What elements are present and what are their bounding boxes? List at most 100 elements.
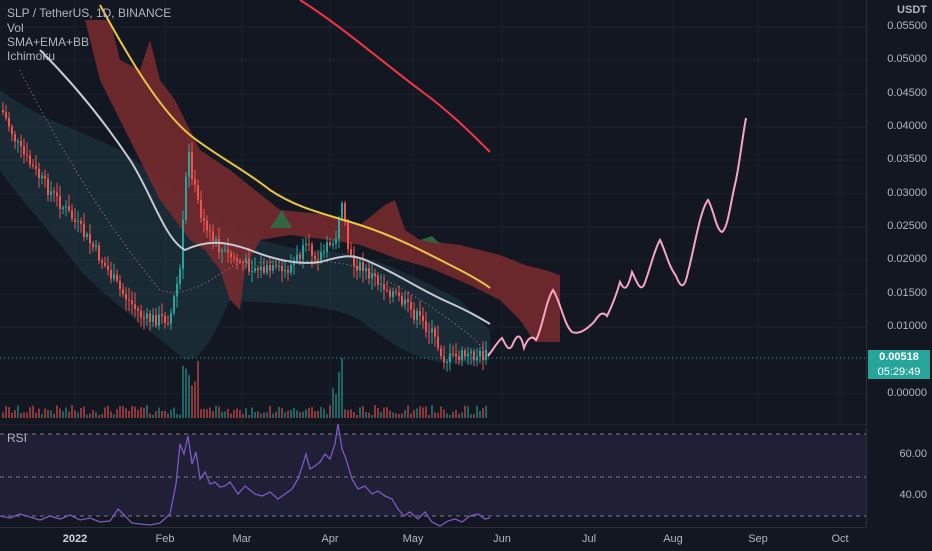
candle-body: [92, 243, 94, 248]
volume-bar: [383, 407, 385, 418]
volume-bar: [326, 414, 328, 418]
volume-bar: [380, 412, 382, 418]
candle-body: [356, 265, 358, 271]
volume-bar: [377, 407, 379, 418]
candle-body: [20, 141, 22, 147]
candle-body: [227, 249, 229, 253]
volume-bar: [191, 385, 193, 418]
volume-bar: [95, 412, 97, 418]
candle-body: [77, 220, 79, 222]
price-chart[interactable]: [0, 0, 866, 424]
rsi-pane[interactable]: [0, 424, 866, 527]
indicator-vol[interactable]: Vol: [7, 21, 24, 35]
volume-bar: [62, 411, 64, 418]
price-tick: 0.00000: [887, 387, 927, 399]
candle-body: [296, 254, 298, 261]
volume-bar: [263, 412, 265, 418]
candle-body: [380, 284, 382, 286]
candle-body: [221, 250, 223, 253]
volume-bar: [2, 412, 4, 418]
candle-body: [482, 351, 484, 361]
candle-body: [473, 351, 475, 360]
candle-body: [170, 312, 172, 324]
sma-red-line: [299, 0, 491, 153]
candle-body: [368, 268, 370, 279]
volume-bar: [83, 406, 85, 418]
candle-body: [266, 265, 268, 273]
candle-body: [95, 245, 97, 248]
candle-body: [311, 244, 313, 257]
rsi-band-fill: [0, 434, 866, 516]
volume-bar: [410, 413, 412, 418]
candle-body: [218, 238, 220, 253]
candle-body: [401, 295, 403, 305]
price-tick: 0.04000: [887, 120, 927, 132]
candle-body: [71, 210, 73, 220]
candle-body: [443, 356, 445, 363]
volume-bar: [353, 411, 355, 418]
indicator-sma-ema-bb[interactable]: SMA+EMA+BB: [7, 35, 90, 49]
volume-bar: [68, 411, 70, 418]
candle-body: [122, 289, 124, 294]
candle-body: [386, 289, 388, 291]
candle-body: [419, 310, 421, 316]
volume-bar: [266, 412, 268, 418]
candle-body: [452, 353, 454, 355]
volume-bar: [464, 405, 466, 418]
candle-body: [314, 256, 316, 260]
volume-bar: [218, 406, 220, 418]
volume-bar: [182, 365, 184, 418]
symbol-title[interactable]: SLP / TetherUS, 1D, BINANCE: [7, 6, 172, 20]
volume-bar: [143, 407, 145, 418]
candle-body: [113, 274, 115, 279]
volume-bar: [131, 405, 133, 418]
candle-body: [215, 238, 217, 242]
price-axis[interactable]: USDT 0.05500 0.05000 0.04500 0.04000 0.0…: [866, 0, 932, 527]
volume-bar: [104, 407, 106, 418]
candle-body: [62, 207, 64, 209]
volume-bar: [245, 408, 247, 418]
time-axis[interactable]: 2022 Feb Mar Apr May Jun Jul Aug Sep Oct: [0, 527, 866, 551]
volume-bar: [257, 411, 259, 418]
candle-body: [269, 265, 271, 271]
volume-bar: [194, 381, 196, 418]
volume-bar: [110, 411, 112, 418]
bar-countdown: 05:29:49: [868, 365, 930, 379]
volume-bar: [443, 409, 445, 418]
volume-bar: [92, 410, 94, 418]
candle-body: [164, 315, 166, 324]
candle-body: [305, 243, 307, 246]
indicator-ichimoku[interactable]: Ichimoku: [7, 49, 56, 63]
volume-bar: [335, 394, 337, 418]
rsi-tick: 40.00: [899, 489, 927, 501]
volume-bar: [212, 411, 214, 418]
candle-body: [347, 221, 349, 250]
volume-bar: [11, 412, 13, 418]
candle-body: [455, 353, 457, 357]
candle-body: [188, 151, 190, 177]
candle-body: [329, 242, 331, 246]
volume-bar: [35, 412, 37, 418]
volume-bar: [56, 405, 58, 418]
volume-bar: [140, 407, 142, 418]
volume-bar: [260, 413, 262, 418]
volume-bar: [77, 412, 79, 418]
candle-body: [326, 242, 328, 253]
candle-body: [404, 299, 406, 305]
candle-body: [155, 315, 157, 326]
volume-bar: [422, 407, 424, 418]
candle-body: [485, 350, 487, 361]
candle-body: [341, 203, 343, 218]
candles: [2, 102, 487, 372]
price-tick: 0.02000: [887, 253, 927, 265]
volume-bar: [44, 408, 46, 418]
candle-body: [389, 290, 391, 297]
candle-body: [263, 266, 265, 273]
candle-body: [209, 230, 211, 232]
candle-body: [14, 134, 16, 142]
candle-body: [410, 302, 412, 310]
candle-body: [197, 184, 199, 200]
volume-bar: [314, 411, 316, 418]
rsi-label[interactable]: RSI: [7, 431, 28, 445]
candle-body: [470, 351, 472, 354]
